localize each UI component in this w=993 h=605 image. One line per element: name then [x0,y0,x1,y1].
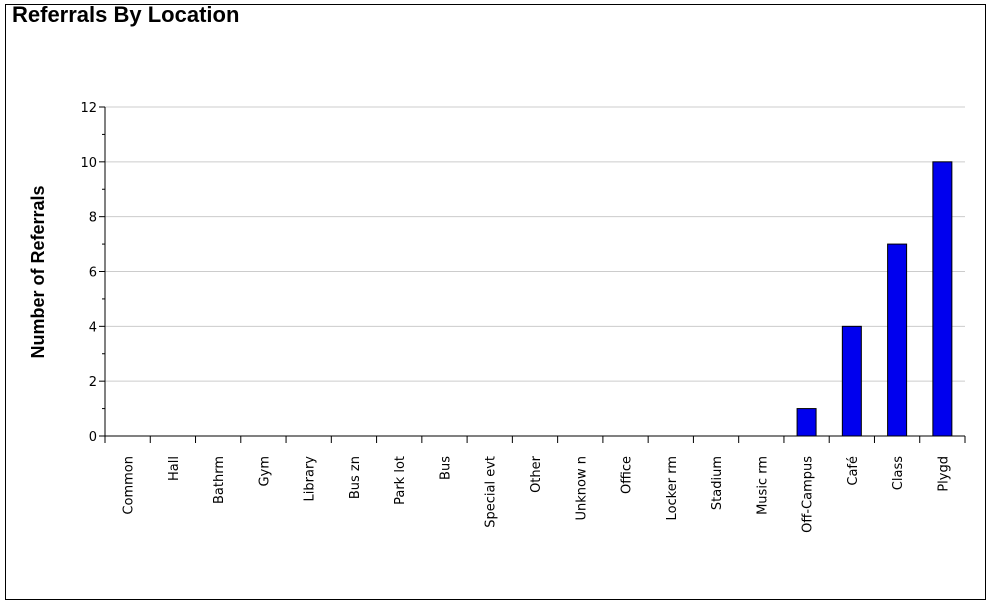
y-tick-label: 8 [89,211,97,226]
chart-title: Referrals By Location [12,2,240,27]
bar-caf- [841,325,862,437]
x-tick-label: Common [122,456,137,515]
grid-lines [105,106,965,382]
x-tick-label: Special evt [484,456,499,528]
x-tick-label: Bus [438,456,453,480]
y-tick-label: 10 [80,156,97,171]
x-tick-label: Hall [167,456,182,481]
x-tick-label: Gym [257,456,272,486]
y-tick-label: 2 [89,375,97,390]
x-tick-label: Unknow n [574,456,589,520]
tick-labels: 0 2 4 6 8 10 12 Common Hall Bathrm Gym Library Bus z… [80,101,951,533]
x-tick-label: Park lot [393,456,408,505]
x-tick-label: Stadium [710,456,725,510]
y-axis-label: Number of Referrals [28,185,48,358]
x-tick-label: Café [846,456,861,486]
x-tick-label: Office [620,456,635,494]
x-tick-label: Plygd [936,456,951,492]
bars [796,161,953,437]
x-tick-label: Music rm [755,456,770,515]
x-tick-label: Bus zn [348,456,363,499]
x-tick-label: Library [303,456,318,502]
x-tick-label: Bathrm [212,456,227,504]
x-tick-label: Locker rm [665,456,680,520]
y-tick-label: 6 [89,266,97,281]
bar-off-campus [796,408,817,437]
y-tick-label: 4 [89,320,97,335]
x-tick-label: Class [891,456,906,490]
y-tick-label: 0 [89,430,97,445]
chart-frame [5,4,986,600]
x-tick-label: Off-Campus [801,456,816,533]
y-tick-label: 12 [80,101,97,116]
x-tick-label: Other [529,455,544,493]
bar-plygd [932,161,953,437]
axes [99,106,966,443]
bar-class [887,243,908,437]
